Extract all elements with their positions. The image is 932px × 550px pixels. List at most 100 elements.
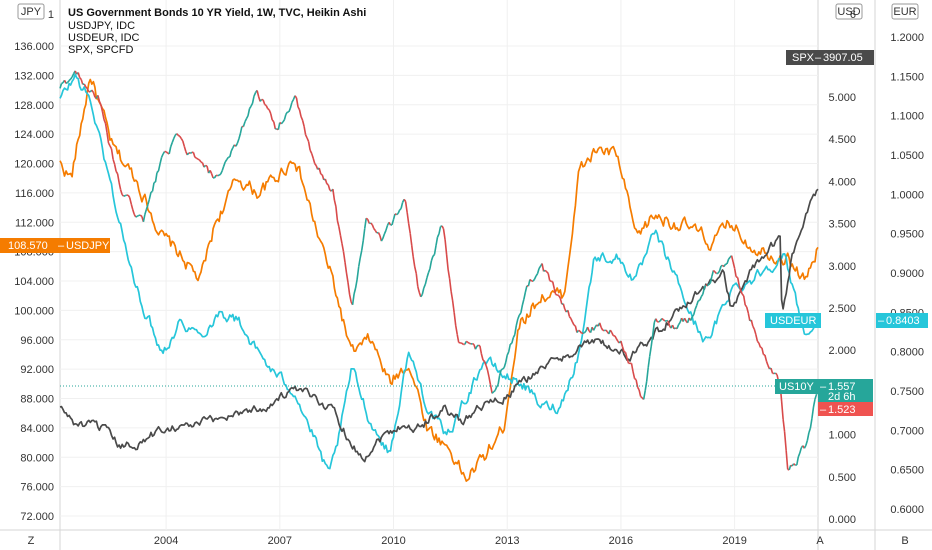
us10y-candle-segment [712, 269, 716, 273]
us10y-candle-segment [809, 418, 813, 429]
us10y-candle-segment [280, 121, 284, 125]
spx-series-line [59, 188, 819, 463]
legend-usdeur[interactable]: USDEUR, IDC [68, 32, 140, 44]
legend-spx[interactable]: SPX, SPCFD [68, 44, 133, 56]
legend-usdjpy[interactable]: USDJPY, IDC [68, 20, 135, 32]
us10y-candle-segment [365, 217, 369, 220]
us10y-candle-segment [86, 88, 90, 93]
svg-text:–: – [58, 240, 65, 252]
us10y-candle-segment [559, 298, 563, 305]
usd-tick-label: 0.000 [828, 514, 856, 526]
us10y-candle-segment [623, 350, 626, 354]
us10y-candle-segment [742, 295, 746, 306]
bottom-left-label[interactable]: Z [28, 535, 35, 547]
us10y-candle-segment [100, 104, 104, 112]
us10y-candle-segment [461, 342, 464, 345]
us10y-candle-segment [720, 264, 723, 267]
us10y-candle-segment [571, 321, 575, 326]
us10y-candle-segment [573, 324, 576, 327]
us10y-candle-segment [427, 268, 431, 274]
us10y-candle-segment [403, 198, 407, 202]
us10y-candle-segment [128, 197, 133, 205]
us10y-candle-segment [752, 325, 756, 330]
eur-tick-label: 0.6500 [890, 465, 924, 477]
us10y-candle-segment [642, 390, 646, 400]
us10y-candle-segment [180, 138, 184, 142]
usd-unit-box[interactable]: USD [835, 3, 863, 20]
us10y-candle-segment [806, 432, 810, 441]
jpy-tick-label: 72.000 [20, 511, 54, 523]
us10y-candle-segment [69, 76, 73, 80]
us10y-candle-segment [695, 300, 699, 306]
us10y-candle-segment [645, 367, 649, 382]
us10y-candle-segment [123, 194, 126, 197]
us10y-candle-segment [194, 156, 197, 159]
us10y-candle-segment [189, 151, 193, 154]
us10y-candle-segment [197, 158, 200, 161]
us10y-candle-segment [432, 253, 436, 257]
us10y-candle-segment [465, 340, 469, 344]
jpy-unit-box[interactable]: JPY [17, 3, 45, 20]
us10y-candle-segment [805, 440, 809, 446]
us10y-candle-segment [533, 275, 537, 280]
us10y-candle-segment [586, 326, 590, 332]
us10y-candle-segment [244, 118, 248, 123]
eur-unit-box[interactable]: EUR [891, 3, 919, 20]
us10y-candle-segment [474, 345, 478, 350]
us10y-prev-value: 1.523 [828, 404, 856, 416]
us10y-candle-segment [765, 361, 769, 366]
us10y-candle-segment [353, 287, 357, 295]
us10y-candle-segment [262, 99, 266, 105]
usd-tick-label: 4.000 [828, 176, 856, 188]
us10y-candle-segment [250, 103, 254, 107]
us10y-candle-segment [647, 356, 651, 368]
us10y-candle-segment [391, 219, 395, 226]
us10y-candle-segment [543, 269, 546, 273]
us10y-candle-segment [406, 212, 410, 224]
us10y-candle-segment [412, 256, 416, 267]
us10y-candle-segment [621, 346, 625, 352]
us10y-candle-segment [415, 273, 419, 287]
us10y-candle-segment [509, 342, 513, 345]
us10y-candle-segment [309, 149, 313, 154]
us10y-candle-segment [373, 228, 376, 231]
us10y-candle-segment [491, 391, 495, 394]
jpy-tick-label: 96.000 [20, 335, 54, 347]
us10y-candle-segment [515, 318, 519, 326]
us10y-candle-segment [673, 327, 676, 330]
us10y-candle-segment [468, 342, 472, 345]
us10y-candle-segment [335, 206, 339, 221]
us10y-candle-segment [159, 157, 163, 164]
us10y-candle-segment [797, 452, 801, 458]
us10y-candle-segment [247, 108, 251, 116]
us10y-candle-segment [652, 322, 656, 335]
us10y-candle-segment [383, 230, 387, 235]
us10y-candle-segment [345, 272, 349, 283]
us10y-candle-segment [500, 368, 503, 371]
us10y-candle-segment [640, 395, 643, 399]
us10y-candle-segment [91, 89, 95, 93]
us10y-candle-segment [436, 233, 440, 238]
us10y-candle-segment [788, 465, 792, 471]
bottom-mid-label[interactable]: A [816, 535, 824, 547]
us10y-candle-segment [514, 325, 518, 335]
us10y-candle-segment [341, 243, 345, 252]
svg-text:–: – [820, 404, 827, 416]
us10y-candle-segment [433, 245, 437, 255]
us10y-candle-segment [301, 120, 305, 127]
us10y-candle-segment [312, 157, 316, 164]
us10y-candle-segment [154, 172, 158, 183]
us10y-candle-segment [59, 83, 63, 89]
bottom-right-label[interactable]: B [901, 535, 908, 547]
us10y-candle-segment [756, 340, 760, 344]
us10y-candle-segment [811, 406, 815, 419]
us10y-candle-segment [808, 427, 812, 433]
us10y-candle-segment [780, 400, 784, 420]
us10y-candle-segment [106, 132, 110, 144]
us10y-candle-segment [435, 236, 439, 246]
us10y-candle-segment [396, 212, 399, 216]
jpy-tick-label: 116.000 [15, 188, 54, 200]
usd-tick-label: 6 [850, 9, 856, 21]
us10y-candle-segment [598, 322, 602, 328]
